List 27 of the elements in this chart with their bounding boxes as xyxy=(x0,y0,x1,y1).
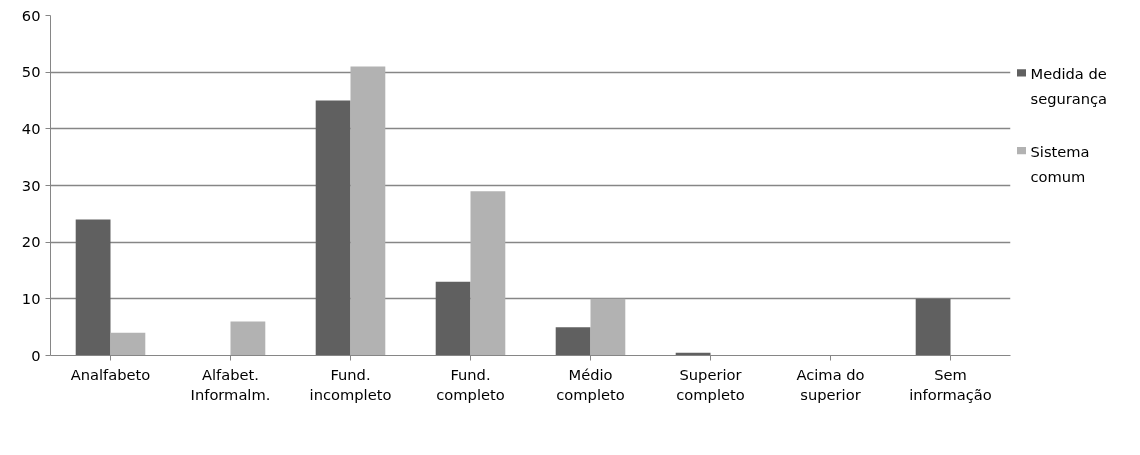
bar xyxy=(555,327,591,356)
bar xyxy=(110,332,146,356)
legend-label: Sistema comum xyxy=(1030,143,1090,185)
y-tick-label: 50 xyxy=(21,63,41,81)
x-tick-label: Acima do superior xyxy=(796,365,865,403)
bar xyxy=(75,219,111,356)
y-tick-label: 20 xyxy=(21,233,41,251)
x-tick-label: Fund. completo xyxy=(436,365,505,403)
y-tick-label: 40 xyxy=(21,119,41,137)
y-tick-label: 10 xyxy=(21,289,41,307)
y-tick-label: 0 xyxy=(31,346,41,364)
bar xyxy=(350,66,386,356)
x-tick-label: Fund. incompleto xyxy=(309,365,392,403)
bar xyxy=(915,298,951,356)
x-tick-label: Alfabet. Informalm. xyxy=(190,365,271,403)
x-tick-label: Analfabeto xyxy=(70,365,151,383)
bar xyxy=(435,281,471,356)
legend-label: Medida de segurança xyxy=(1030,65,1108,108)
x-tick-label: Médio completo xyxy=(556,365,625,403)
bar xyxy=(470,191,506,356)
y-tick-label: 30 xyxy=(21,176,41,194)
x-tick-label: Sem informação xyxy=(909,365,992,403)
bar xyxy=(590,298,626,356)
bar xyxy=(315,100,351,356)
bar xyxy=(230,321,266,356)
x-tick-label: Superior completo xyxy=(676,365,745,403)
y-tick-label: 60 xyxy=(21,6,41,24)
